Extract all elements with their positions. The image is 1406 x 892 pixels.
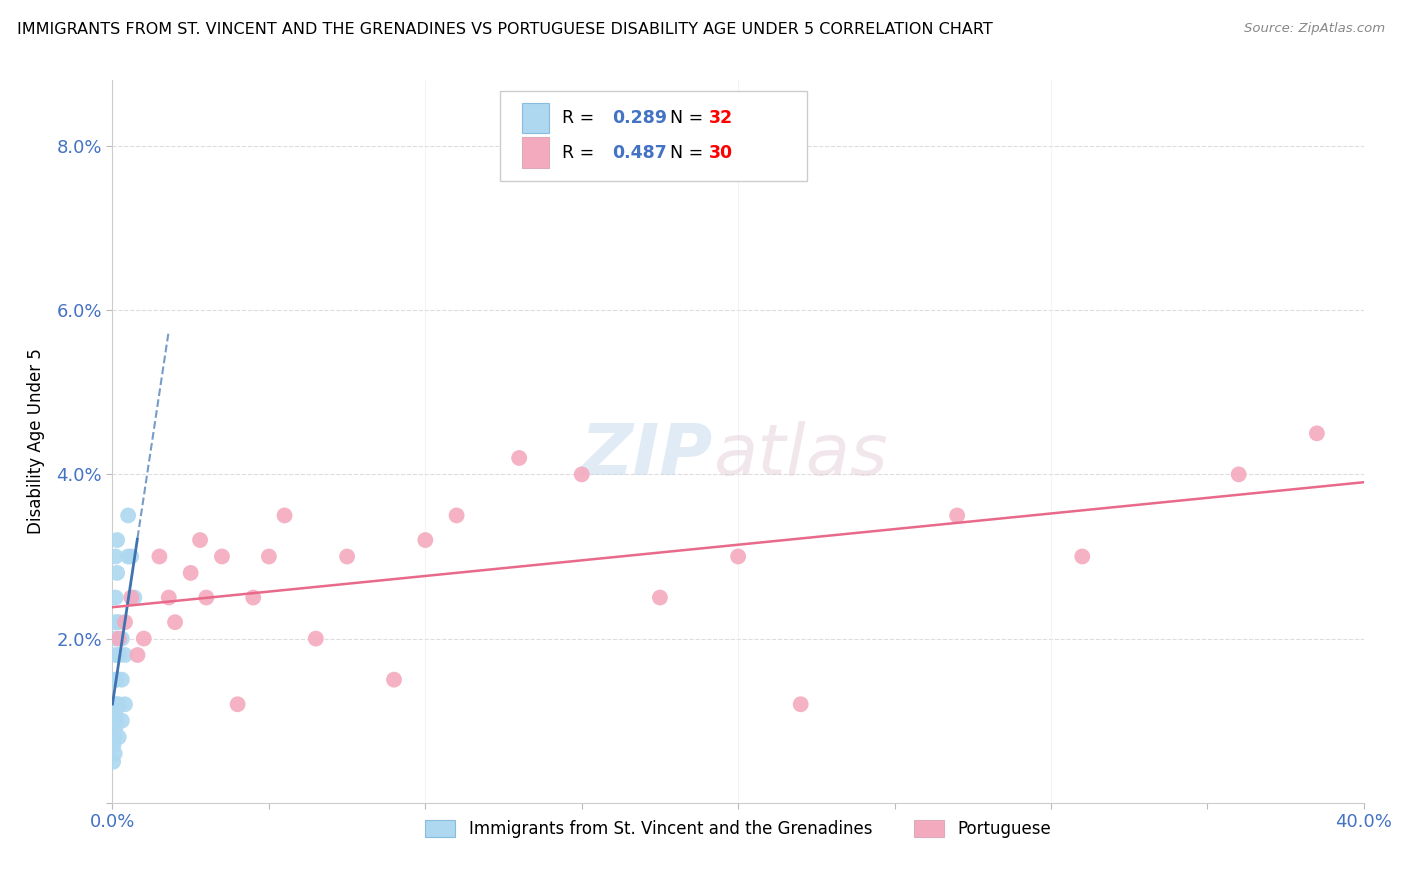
Point xyxy=(111,632,134,646)
Point xyxy=(104,722,127,736)
Point xyxy=(790,698,813,712)
Y-axis label: Disability Age Under 5: Disability Age Under 5 xyxy=(27,349,45,534)
Point xyxy=(211,549,233,564)
Point xyxy=(163,615,186,630)
Point xyxy=(571,467,593,482)
Text: 30: 30 xyxy=(710,144,734,161)
Point xyxy=(103,714,125,728)
Legend: Immigrants from St. Vincent and the Grenadines, Portuguese: Immigrants from St. Vincent and the Gren… xyxy=(419,814,1057,845)
Point xyxy=(104,673,127,687)
Text: 32: 32 xyxy=(710,109,734,127)
Point xyxy=(120,549,142,564)
Point xyxy=(105,673,128,687)
Point xyxy=(105,566,128,580)
Point xyxy=(727,549,749,564)
Point xyxy=(336,549,359,564)
Point xyxy=(104,747,127,761)
Text: 0.487: 0.487 xyxy=(612,144,666,161)
Point xyxy=(107,632,129,646)
Text: N =: N = xyxy=(659,144,709,161)
Point xyxy=(104,706,127,720)
Point xyxy=(446,508,468,523)
Point xyxy=(648,591,671,605)
Text: R =: R = xyxy=(562,144,599,161)
Point xyxy=(114,615,136,630)
Point xyxy=(105,698,128,712)
Point xyxy=(105,714,128,728)
Text: R =: R = xyxy=(562,109,599,127)
FancyBboxPatch shape xyxy=(522,103,550,133)
Point xyxy=(101,755,124,769)
Point xyxy=(111,673,134,687)
Point xyxy=(226,698,249,712)
Point xyxy=(105,533,128,547)
Point xyxy=(103,730,125,744)
Point xyxy=(188,533,211,547)
Point xyxy=(117,549,139,564)
Point xyxy=(180,566,202,580)
Point xyxy=(305,632,328,646)
Point xyxy=(382,673,405,687)
Point xyxy=(107,648,129,662)
Point xyxy=(946,508,969,523)
Text: 0.289: 0.289 xyxy=(612,109,666,127)
FancyBboxPatch shape xyxy=(522,137,550,168)
FancyBboxPatch shape xyxy=(501,91,807,181)
Point xyxy=(508,450,530,465)
Point xyxy=(1306,426,1329,441)
Point xyxy=(114,698,136,712)
Point xyxy=(104,648,127,662)
Text: Source: ZipAtlas.com: Source: ZipAtlas.com xyxy=(1244,22,1385,36)
Point xyxy=(257,549,280,564)
Point xyxy=(157,591,180,605)
Text: ZIP: ZIP xyxy=(581,422,713,491)
Point xyxy=(103,698,125,712)
Point xyxy=(104,632,127,646)
Point xyxy=(107,730,129,744)
Point xyxy=(107,698,129,712)
Text: IMMIGRANTS FROM ST. VINCENT AND THE GRENADINES VS PORTUGUESE DISABILITY AGE UNDE: IMMIGRANTS FROM ST. VINCENT AND THE GREN… xyxy=(17,22,993,37)
Point xyxy=(117,508,139,523)
Point xyxy=(124,591,146,605)
Point xyxy=(114,648,136,662)
Point xyxy=(273,508,295,523)
Point xyxy=(1227,467,1250,482)
Point xyxy=(242,591,264,605)
Point xyxy=(111,714,134,728)
Point xyxy=(107,615,129,630)
Point xyxy=(127,648,149,662)
Point xyxy=(1071,549,1094,564)
Point xyxy=(148,549,170,564)
Point xyxy=(195,591,218,605)
Point xyxy=(104,549,127,564)
Point xyxy=(104,591,127,605)
Point xyxy=(120,591,142,605)
Text: N =: N = xyxy=(659,109,709,127)
Text: atlas: atlas xyxy=(713,422,887,491)
Point xyxy=(103,739,125,753)
Point xyxy=(415,533,437,547)
Point xyxy=(104,615,127,630)
Point xyxy=(132,632,155,646)
